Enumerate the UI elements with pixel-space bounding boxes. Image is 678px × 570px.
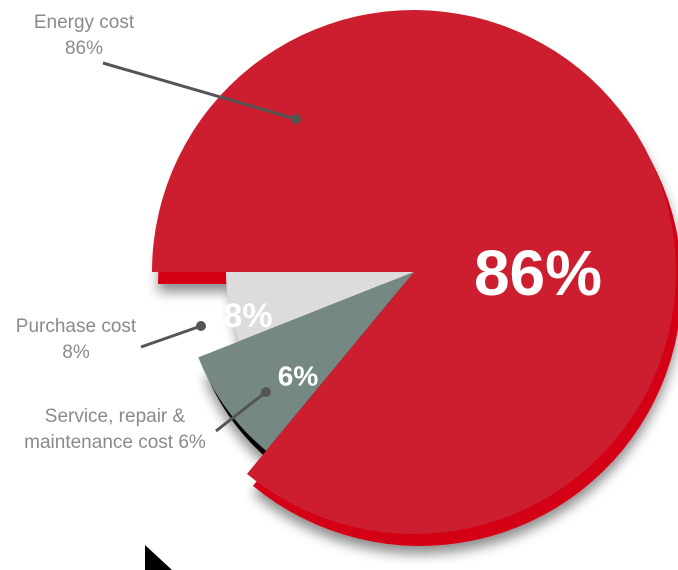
pie-slice-service	[226, 272, 414, 342]
slice-value-label-purchase: 8%	[223, 297, 272, 335]
callout-purchase: Purchase cost 8%	[0, 314, 152, 366]
pie-slice-energy	[152, 9, 676, 534]
leader-line-layer	[102, 61, 301, 433]
pie-slice-layer	[152, 9, 676, 534]
leader-line-purchase	[140, 324, 202, 349]
callout-service-line1: Service, repair &	[44, 406, 186, 427]
leader-dot-purchase	[196, 321, 206, 331]
pie-slice-purchase	[198, 272, 414, 451]
slice-label-layer: 86% 8%6%	[223, 237, 602, 391]
callout-purchase-line2: 8%	[62, 342, 90, 363]
callout-energy: Energy cost 86%	[14, 10, 154, 62]
leader-dot-service	[261, 387, 271, 397]
callout-energy-line1: Energy cost	[33, 12, 135, 33]
callout-purchase-line1: Purchase cost	[15, 316, 137, 337]
slice-value-label-service: 6%	[278, 360, 319, 391]
decorative-black-wedge	[145, 545, 172, 570]
callout-service-line2: maintenance cost 6%	[24, 432, 206, 453]
leader-dot-energy	[291, 114, 301, 124]
leader-line-service	[215, 390, 267, 433]
callout-energy-line2: 86%	[64, 38, 104, 59]
slice-value-label-energy: 86%	[474, 237, 602, 309]
leader-line-energy	[102, 61, 297, 121]
callout-service: Service, repair & maintenance cost 6%	[0, 404, 230, 456]
